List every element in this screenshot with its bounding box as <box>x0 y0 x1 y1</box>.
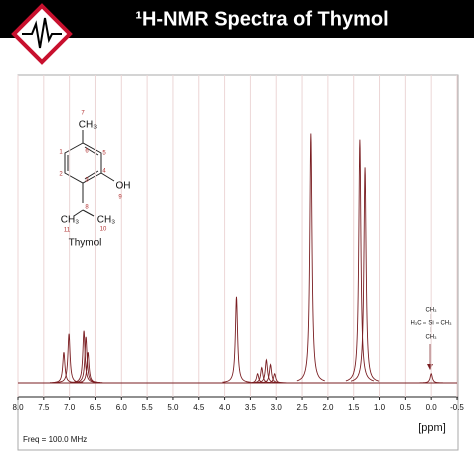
tms-label: CH₃ <box>425 335 437 341</box>
x-tick-label: 2.5 <box>296 403 308 412</box>
peak <box>222 296 251 383</box>
structure-label: Thymol <box>69 238 102 249</box>
structure-label: 11 <box>64 228 71 234</box>
x-tick-label: 5.0 <box>167 403 179 412</box>
tms-label: CH₃ <box>425 308 437 314</box>
tms-label: CH₃ <box>440 321 452 327</box>
x-tick-label: 5.5 <box>142 403 154 412</box>
x-tick-label: 1.0 <box>374 403 386 412</box>
frequency-note: Freq = 100.0 MHz <box>23 435 87 444</box>
structure-label: CH₃ <box>97 215 116 226</box>
x-tick-label: 0.0 <box>426 403 438 412</box>
structure-label: 6 <box>85 149 89 155</box>
structure-label: 8 <box>85 205 89 211</box>
structure-bonds <box>64 130 115 217</box>
structure-label: 4 <box>102 169 106 175</box>
x-tick-label: 8.0 <box>12 403 24 412</box>
x-axis-label: [ppm] <box>418 422 446 434</box>
structure-label: 1 <box>59 150 63 156</box>
peak <box>260 373 289 384</box>
structure-label: CH₃ <box>79 120 98 131</box>
chart-title: ¹H-NMR Spectra of Thymol <box>135 8 388 30</box>
x-tick-label: 0.5 <box>400 403 412 412</box>
x-tick-label: 7.5 <box>38 403 50 412</box>
x-tick-label: 1.5 <box>348 403 360 412</box>
x-tick-label: 2.0 <box>322 403 334 412</box>
tms-label: Si <box>428 321 433 327</box>
x-tick-label: 7.0 <box>64 403 76 412</box>
peak <box>74 352 103 384</box>
structure-label: 7 <box>81 111 85 117</box>
peak <box>350 167 380 382</box>
x-tick-label: 6.0 <box>116 403 128 412</box>
structure-label: 5 <box>102 151 106 157</box>
plot-frame <box>17 74 459 451</box>
x-tick-label: 6.5 <box>90 403 102 412</box>
structure-label: CH₃ <box>61 215 80 226</box>
structure-label: 10 <box>100 227 107 233</box>
structure-label: 2 <box>59 172 63 178</box>
peak <box>417 373 446 384</box>
x-tick-label: 3.5 <box>245 403 257 412</box>
x-tick-label: 4.5 <box>193 403 205 412</box>
x-tick-label: 4.0 <box>219 403 231 412</box>
logo <box>11 3 73 65</box>
x-tick-label: 3.0 <box>271 403 283 412</box>
peak <box>345 139 375 382</box>
peak <box>296 133 325 382</box>
header-bar <box>0 0 474 38</box>
structure-label: 3 <box>85 178 89 184</box>
tms-label: H₃C <box>410 321 422 327</box>
structure-label: 9 <box>118 195 122 201</box>
structure-label: OH <box>116 181 131 192</box>
x-tick-label: -0.5 <box>450 403 464 412</box>
